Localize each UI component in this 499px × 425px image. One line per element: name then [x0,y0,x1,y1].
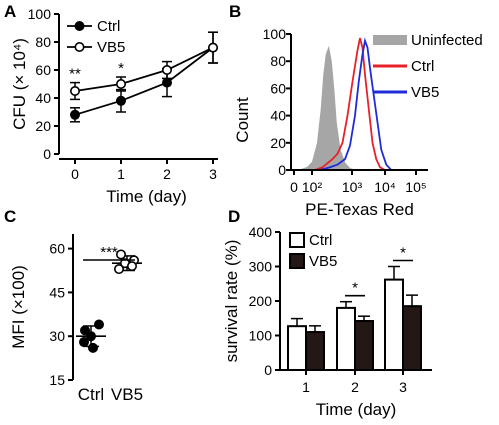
c-significance-mark: *** [100,244,118,261]
a-point-vb5 [70,86,81,97]
a-point-vb5 [208,42,219,53]
a-x-tick-label: 1 [117,166,125,182]
a-significance-mark: * [118,60,124,77]
d-y-axis-title: survival rate (%) [222,240,241,363]
d-bar-ctrl [287,325,307,371]
d-significance-mark: * [400,245,406,262]
d-bar-ctrl [384,278,404,371]
b-y-tick-label: 60 [270,80,286,96]
d-y-tick-label: 300 [249,259,273,275]
c-point-ctrl [86,331,97,342]
a-significance-mark: ** [69,66,81,83]
a-point-vb5 [116,79,127,90]
b-x-axis-title: PE-Texas Red [305,200,414,219]
b-histogram-fill-uninfected [299,45,356,171]
d-legend-label: Ctrl [309,232,332,249]
c-x-category-label: Ctrl [78,385,104,404]
b-x-tick-label: 10⁵ [405,179,426,195]
c-point-vb5 [127,261,138,272]
a-point-vb5 [162,65,173,76]
d-y-tick-label: 100 [249,328,273,344]
a-x-axis-title: Time (day) [106,187,187,206]
a-legend-marker [74,20,85,31]
a-x-tick-label: 3 [209,166,217,182]
a-series-line-ctrl [74,46,214,116]
b-legend-label: Ctrl [411,58,434,75]
d-x-axis-title: Time (day) [316,400,397,419]
panel-letter-d: D [228,207,240,226]
c-y-tick-label: 45 [49,284,65,300]
b-legend-swatch [373,35,407,45]
d-y-tick-label: 200 [249,293,273,309]
c-point-ctrl [80,325,91,336]
a-y-tick-label: 40 [35,90,51,106]
b-y-tick-label: 100 [263,26,287,42]
a-legend-label: VB5 [97,39,125,56]
c-point-ctrl [94,319,105,330]
d-bar-vb5 [402,305,422,371]
b-y-tick-label: 20 [270,135,286,151]
a-y-tick-label: 60 [35,62,51,78]
panel-letter-c: C [4,207,16,226]
c-y-axis-title: MFI (×100) [9,265,28,349]
b-legend-label: VB5 [411,84,439,101]
b-x-tick-label: 10² [302,179,323,195]
d-bar-vb5 [354,320,374,372]
c-point-vb5 [116,249,127,260]
b-legend-label: Uninfected [411,32,483,49]
a-x-tick-label: 0 [71,166,79,182]
c-y-tick-label: 30 [49,328,65,344]
c-y-tick-label: 60 [49,241,65,257]
c-point-ctrl [79,337,90,348]
d-x-tick-label: 1 [302,379,310,395]
b-y-tick-label: 40 [270,108,286,124]
d-x-tick-label: 2 [351,379,359,395]
a-y-tick-label: 80 [35,34,51,50]
d-x-tick-label: 3 [399,379,407,395]
panel-c-dot-plot: 15 30 45 60 Ctrl VB5 MFI (×100) *** [9,234,143,404]
b-y-tick-label: 0 [278,162,286,178]
d-significance-mark: * [352,280,358,297]
a-y-tick-label: 100 [28,6,52,22]
c-y-tick-label: 15 [49,372,65,388]
b-histogram-line-ctrl [314,37,386,171]
b-y-tick-label: 80 [270,53,286,69]
c-point-ctrl [88,342,99,353]
a-point-ctrl [116,95,127,106]
a-series-line-vb5 [74,46,214,92]
b-x-tick-label: 10³ [342,179,363,195]
d-bar-ctrl [336,306,356,371]
a-point-ctrl [70,109,81,120]
a-y-tick-label: 0 [43,146,51,162]
panel-letter-a: A [4,2,16,21]
a-y-tick-label: 20 [35,118,51,134]
b-histogram-line-vb5 [319,37,392,171]
panel-letter-b: B [229,2,241,21]
a-y-axis-title: CFU (× 10⁴) [10,38,29,130]
a-legend-marker [74,41,85,52]
d-legend-swatch [289,253,305,269]
b-y-axis-title: Count [233,97,252,143]
d-bar-vb5 [305,331,325,371]
b-x-tick-label: 0 [290,179,298,195]
d-legend-label: VB5 [309,253,337,270]
d-y-tick-label: 400 [249,224,273,240]
a-legend-label: Ctrl [97,18,120,35]
a-x-tick-label: 2 [163,166,171,182]
a-point-ctrl [162,77,173,88]
b-x-tick-label: 10⁴ [374,179,396,195]
c-x-category-label: VB5 [111,385,143,404]
d-legend-swatch [289,232,305,248]
d-y-tick-label: 0 [264,362,272,378]
c-point-vb5 [114,264,125,275]
